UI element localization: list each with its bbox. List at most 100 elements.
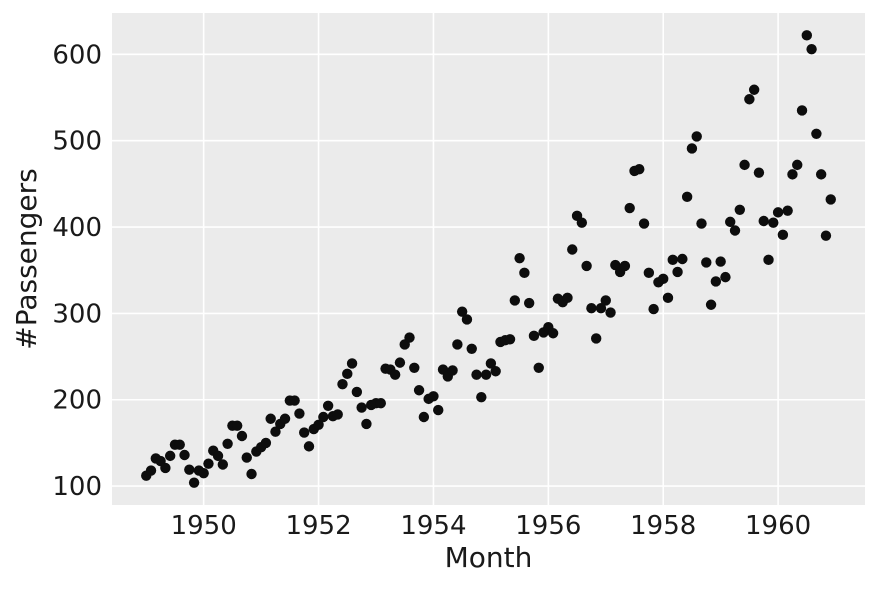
x-axis-label: Month bbox=[445, 541, 533, 574]
x-tick-label: 1954 bbox=[400, 511, 466, 541]
data-point bbox=[547, 328, 559, 339]
data-point bbox=[241, 452, 252, 463]
data-point bbox=[145, 465, 157, 476]
data-point bbox=[590, 333, 602, 344]
data-point bbox=[595, 303, 607, 314]
data-point bbox=[715, 256, 726, 267]
data-point bbox=[476, 391, 487, 403]
data-point bbox=[203, 458, 214, 469]
data-point bbox=[342, 368, 353, 380]
data-point bbox=[313, 419, 324, 430]
gridlines bbox=[112, 13, 865, 505]
data-point bbox=[471, 369, 482, 380]
x-tick-label: 1952 bbox=[285, 511, 351, 541]
x-tick-label: 1958 bbox=[630, 511, 696, 541]
y-tick-label: 300 bbox=[52, 299, 102, 329]
data-point bbox=[787, 169, 798, 180]
y-tick-label: 400 bbox=[52, 213, 102, 243]
data-point bbox=[303, 441, 315, 452]
data-point bbox=[763, 254, 774, 266]
data-point bbox=[581, 260, 592, 272]
data-point bbox=[658, 273, 669, 285]
data-point bbox=[456, 306, 468, 317]
data-point bbox=[433, 404, 444, 416]
data-point bbox=[681, 191, 693, 203]
x-tick-label: 1960 bbox=[745, 511, 811, 541]
data-point bbox=[701, 257, 712, 268]
data-point bbox=[811, 128, 822, 139]
data-point bbox=[801, 30, 813, 41]
data-point bbox=[452, 339, 463, 350]
data-point bbox=[648, 303, 659, 315]
data-point bbox=[361, 418, 372, 430]
data-point bbox=[509, 295, 521, 306]
data-point bbox=[299, 427, 310, 438]
y-tick-label: 100 bbox=[52, 472, 102, 502]
x-tick-label: 1950 bbox=[171, 511, 237, 541]
data-point bbox=[619, 260, 631, 272]
data-point bbox=[638, 218, 650, 229]
data-point bbox=[389, 369, 401, 380]
data-point bbox=[600, 295, 611, 306]
data-point bbox=[624, 202, 635, 214]
data-point bbox=[409, 362, 420, 373]
y-tick-label: 500 bbox=[52, 127, 102, 157]
data-point bbox=[672, 266, 683, 278]
data-point bbox=[265, 413, 276, 424]
data-point bbox=[184, 464, 195, 475]
data-point bbox=[523, 297, 535, 309]
data-point bbox=[466, 343, 477, 354]
data-point bbox=[753, 167, 765, 178]
data-point bbox=[212, 450, 224, 462]
data-point bbox=[179, 449, 190, 461]
data-point bbox=[246, 468, 257, 480]
data-point bbox=[586, 303, 597, 314]
data-point bbox=[279, 413, 291, 424]
data-point bbox=[806, 43, 817, 55]
data-point bbox=[332, 409, 343, 420]
data-point bbox=[222, 438, 233, 449]
data-point bbox=[413, 385, 425, 396]
data-point bbox=[758, 215, 769, 227]
data-point bbox=[734, 204, 745, 215]
data-point bbox=[710, 276, 722, 287]
x-tick-labels: 1950 1952 1954 1956 1958 1960 bbox=[171, 511, 812, 541]
data-point bbox=[576, 217, 588, 228]
data-point bbox=[418, 411, 430, 423]
data-point bbox=[662, 292, 674, 304]
data-point bbox=[768, 217, 779, 228]
data-point bbox=[404, 332, 415, 343]
data-point bbox=[725, 216, 736, 228]
data-point bbox=[562, 292, 573, 304]
data-point bbox=[720, 271, 731, 283]
data-point bbox=[533, 362, 544, 373]
data-point bbox=[820, 230, 832, 241]
data-point bbox=[337, 379, 348, 390]
data-point bbox=[447, 365, 458, 376]
data-point bbox=[777, 229, 789, 241]
data-point bbox=[605, 307, 616, 318]
data-point bbox=[198, 467, 209, 479]
data-point bbox=[772, 207, 784, 218]
data-point bbox=[782, 205, 793, 216]
data-point bbox=[236, 430, 248, 442]
data-point bbox=[217, 459, 229, 470]
data-point bbox=[231, 420, 243, 431]
data-point bbox=[485, 358, 497, 369]
data-point bbox=[686, 143, 698, 154]
data-point bbox=[318, 411, 329, 423]
y-tick-label: 200 bbox=[52, 386, 102, 416]
data-point bbox=[428, 391, 439, 402]
data-point bbox=[792, 159, 803, 171]
data-point bbox=[691, 131, 702, 142]
data-point bbox=[744, 94, 755, 105]
data-point bbox=[528, 330, 540, 342]
data-point bbox=[825, 194, 836, 205]
y-axis-label: #Passengers bbox=[10, 168, 43, 350]
data-point bbox=[260, 437, 272, 449]
data-point bbox=[294, 408, 305, 419]
data-point bbox=[567, 244, 578, 255]
x-tick-label: 1956 bbox=[515, 511, 581, 541]
